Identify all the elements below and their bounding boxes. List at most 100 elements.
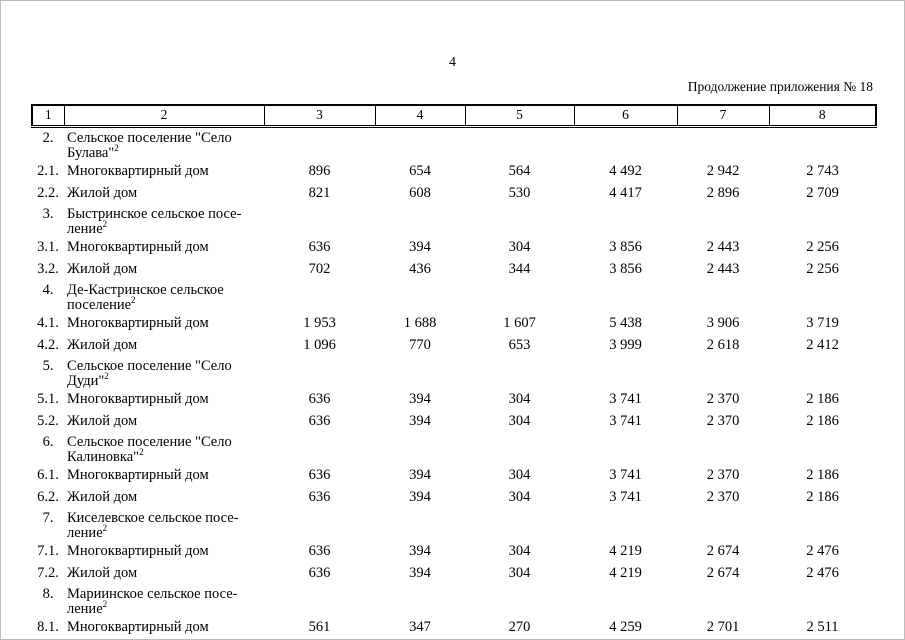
cell-value: 304: [508, 412, 531, 429]
cell-value: 2 443: [706, 238, 740, 255]
cell-value: 3 741: [609, 390, 642, 407]
table-row: 6. Сельское поселение "Село Калиновка"2: [32, 432, 876, 464]
cell-value: [769, 508, 876, 540]
row-name: Сельское поселение "Село Дуди"2: [64, 356, 264, 388]
cell-value: 2 412: [806, 336, 839, 353]
cell-value: 344: [508, 260, 531, 277]
cell-value: [769, 584, 876, 616]
row-number: 6.2.: [37, 488, 59, 505]
cell-value: [264, 127, 375, 161]
column-header: 4: [374, 104, 466, 127]
cell-value: [264, 432, 375, 464]
cell-value: [264, 508, 375, 540]
cell-value: 770: [409, 336, 431, 353]
row-number: 4.: [42, 282, 54, 298]
table-row: 7.1. Многоквартирный дом 636 394 304 4 2…: [32, 540, 876, 562]
row-name: Многоквартирный дом: [64, 388, 264, 410]
row-name-line1: Жилой дом: [67, 260, 138, 277]
appendix-table: 1 2 3 4 5 6 7 8 2. Сельское поселение "С…: [31, 104, 877, 638]
cell-value: 2 256: [806, 260, 839, 277]
row-number: 4.2.: [37, 336, 59, 353]
column-header: 3: [263, 104, 376, 127]
table-row: 5. Сельское поселение "Село Дуди"2: [32, 356, 876, 388]
row-name: Сельское поселение "Село Булава"2: [64, 127, 264, 161]
row-number: 8.: [42, 586, 54, 602]
cell-value: 3 999: [609, 336, 642, 353]
table-row: 2.1. Многоквартирный дом 896 654 564 4 4…: [32, 160, 876, 182]
cell-value: 4 259: [609, 618, 642, 635]
cell-value: [465, 584, 574, 616]
cell-value: 2 370: [706, 466, 740, 483]
cell-value: [264, 356, 375, 388]
column-header: 7: [676, 104, 770, 127]
footnote-marker: 2: [114, 142, 119, 153]
cell-value: 2 186: [806, 390, 839, 407]
table-row: 8. Мариинское сельское посе-ление2: [32, 584, 876, 616]
row-name: Мариинское сельское посе-ление2: [64, 584, 264, 616]
cell-value: [375, 356, 465, 388]
cell-value: 394: [409, 466, 431, 483]
row-name: Жилой дом: [64, 258, 264, 280]
cell-value: 394: [409, 238, 431, 255]
cell-value: 4 417: [609, 184, 642, 201]
row-number: 3.2.: [37, 260, 59, 277]
cell-value: [769, 432, 876, 464]
cell-value: [574, 204, 677, 236]
row-name-line1: Жилой дом: [67, 336, 138, 353]
row-name-line1: Жилой дом: [67, 488, 138, 505]
row-number: 2.1.: [37, 162, 59, 179]
row-name: Многоквартирный дом: [64, 236, 264, 258]
column-header: 8: [768, 104, 877, 127]
row-name: Жилой дом: [64, 334, 264, 356]
footnote-marker: 2: [102, 522, 108, 533]
cell-value: [264, 280, 375, 312]
row-number: 7.: [42, 510, 54, 526]
cell-value: 5 438: [609, 314, 642, 331]
row-number: 4.1.: [37, 314, 59, 331]
cell-value: [465, 280, 574, 312]
cell-value: 2 743: [806, 162, 839, 179]
footnote-marker: 2: [102, 598, 108, 609]
row-name: Многоквартирный дом: [64, 540, 264, 562]
row-name-line1: Киселевское сельское посе-: [67, 510, 239, 526]
row-number: 5.1.: [37, 390, 59, 407]
table-row: 7.2. Жилой дом 636 394 304 4 219 2 674 2…: [32, 562, 876, 584]
row-name-line1: Многоквартирный дом: [67, 314, 209, 331]
cell-value: 561: [308, 618, 331, 635]
row-name-line2: ление: [67, 220, 103, 237]
cell-value: [769, 204, 876, 236]
row-name-line2: ление: [67, 600, 103, 617]
row-number: 3.1.: [37, 238, 59, 255]
cell-value: [375, 127, 465, 161]
cell-value: 2 674: [706, 564, 740, 581]
row-number: 7.2.: [37, 564, 59, 581]
row-name-line2: Булава": [67, 144, 115, 161]
cell-value: 2 186: [806, 488, 839, 505]
cell-value: 2 370: [706, 390, 740, 407]
footnote-marker: 2: [104, 370, 109, 381]
row-number: 5.2.: [37, 412, 59, 429]
cell-value: 636: [308, 412, 331, 429]
cell-value: 304: [508, 466, 531, 483]
row-name-line2: поселение: [67, 296, 132, 313]
row-name-line1: Сельское поселение "Село: [67, 130, 232, 146]
row-name-line1: Сельское поселение "Село: [67, 358, 232, 374]
cell-value: 4 219: [609, 564, 642, 581]
row-number: 6.1.: [37, 466, 59, 483]
cell-value: 394: [409, 390, 431, 407]
cell-value: 608: [409, 184, 431, 201]
footnote-marker: 2: [139, 446, 144, 457]
cell-value: 636: [308, 542, 331, 559]
row-name: Де-Кастринское сельское поселение2: [64, 280, 264, 312]
cell-value: [465, 127, 574, 161]
cell-value: 636: [308, 488, 331, 505]
cell-value: 564: [508, 162, 531, 179]
cell-value: 2 674: [706, 542, 740, 559]
cell-value: [677, 508, 769, 540]
cell-value: 654: [409, 162, 431, 179]
cell-value: [264, 584, 375, 616]
row-name-line1: Жилой дом: [67, 412, 138, 429]
row-name: Сельское поселение "Село Калиновка"2: [64, 432, 264, 464]
column-header: 1: [31, 104, 65, 127]
